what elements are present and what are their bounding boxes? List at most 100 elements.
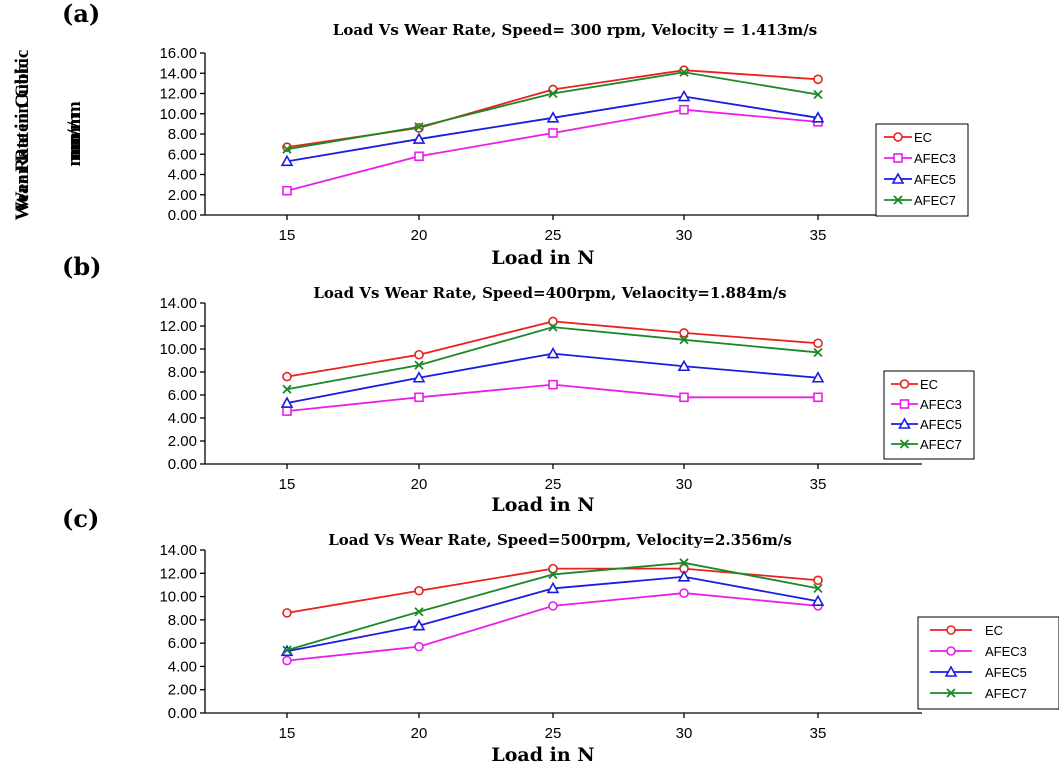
data-point — [811, 594, 825, 607]
y-tick-label: 14.00 — [159, 65, 197, 82]
y-tick-label: 8.00 — [168, 126, 197, 143]
y-tick-label: 10.00 — [159, 589, 197, 606]
legend-label: AFEC5 — [914, 172, 956, 187]
y-tick-label: 0.00 — [168, 705, 197, 722]
data-point — [679, 588, 689, 598]
data-point — [546, 581, 560, 594]
y-tick-label: 10.00 — [159, 341, 197, 358]
panel-label: (b) — [62, 252, 102, 281]
y-tick-label: 2.00 — [168, 187, 197, 204]
series-ec — [282, 563, 823, 618]
legend-label: AFEC7 — [985, 686, 1027, 701]
data-point — [548, 128, 558, 138]
x-tick-label: 30 — [676, 725, 693, 742]
series-afec3 — [282, 379, 823, 416]
data-point — [813, 392, 823, 403]
x-tick-label: 15 — [279, 227, 296, 244]
x-tick-label: 35 — [810, 476, 827, 493]
data-point — [548, 569, 558, 580]
legend-marker — [893, 195, 903, 205]
data-point — [548, 379, 558, 390]
data-point — [282, 406, 292, 416]
data-point — [813, 338, 823, 349]
chart-title: Load Vs Wear Rate, Speed=400rpm, Velaoci… — [313, 284, 786, 302]
legend-label: AFEC3 — [920, 397, 962, 412]
data-point — [679, 328, 689, 338]
x-tick-label: 35 — [810, 725, 827, 742]
y-axis-label: Wear Rate in Cubic mm/ m — [12, 50, 85, 211]
y-axis-label-line-1: Wear Rate in Cubic — [12, 60, 33, 221]
legend-marker — [946, 646, 956, 656]
data-point — [414, 585, 424, 596]
legend-marker — [944, 665, 958, 677]
data-point — [811, 371, 825, 383]
y-tick-label: 6.00 — [168, 146, 197, 163]
legend-label: AFEC7 — [920, 437, 962, 452]
data-point — [548, 563, 558, 574]
data-point — [414, 392, 424, 403]
series-ec — [282, 316, 823, 382]
data-point — [412, 371, 426, 383]
data-point — [282, 645, 292, 655]
data-point — [677, 570, 691, 582]
legend-label: AFEC5 — [920, 417, 962, 432]
data-point — [546, 111, 560, 123]
panel-label: (c) — [62, 504, 99, 533]
legend: EC AFEC3 AFEC5 AFEC7 — [875, 123, 969, 217]
data-point — [282, 371, 292, 382]
legend-marker — [893, 153, 903, 163]
legend-label: AFEC3 — [914, 151, 956, 166]
y-tick-label: 6.00 — [168, 387, 197, 404]
legend: EC AFEC3 AFEC5 AFEC7 — [883, 370, 975, 460]
y-axis-label-line-1: Wear Rate in Cubic — [12, 50, 33, 211]
y-tick-label: 10.00 — [159, 106, 197, 123]
x-tick-label: 15 — [279, 476, 296, 493]
y-tick-label: 6.00 — [168, 635, 197, 652]
y-axis-label-line-2: mm/ m — [64, 101, 85, 159]
data-point — [813, 575, 823, 586]
x-tick-label: 20 — [411, 227, 428, 244]
x-tick-label: 30 — [676, 476, 693, 493]
data-point — [813, 89, 823, 100]
y-axis-label: Wear Rate in Cubic mm/m — [12, 60, 85, 221]
legend-marker — [898, 417, 911, 429]
x-axis-label: Load in N — [491, 494, 594, 516]
data-point — [282, 655, 292, 666]
data-point — [282, 185, 292, 196]
data-point — [679, 67, 689, 77]
y-tick-label: 8.00 — [168, 612, 197, 629]
y-tick-label: 14.00 — [159, 542, 197, 559]
data-point — [280, 154, 294, 167]
data-point — [548, 316, 558, 327]
legend-marker — [899, 439, 910, 449]
panel-label: (a) — [62, 0, 100, 28]
series-afec5 — [280, 570, 825, 657]
x-tick-label: 20 — [411, 725, 428, 742]
legend-label: AFEC3 — [985, 644, 1027, 659]
legend-label: AFEC7 — [914, 193, 956, 208]
y-axis-label-line-2: mm/m — [64, 113, 85, 166]
series-afec5 — [280, 346, 825, 408]
x-tick-label: 25 — [545, 476, 562, 493]
legend-label: EC — [914, 130, 932, 145]
x-tick-label: 25 — [545, 227, 562, 244]
legend-label: EC — [985, 623, 1003, 638]
data-point — [813, 583, 823, 594]
data-point — [282, 144, 292, 154]
data-point — [548, 601, 558, 611]
data-point — [546, 346, 560, 359]
data-point — [414, 641, 424, 652]
data-point — [679, 104, 689, 115]
data-point — [677, 359, 691, 372]
data-point — [677, 89, 691, 102]
data-point — [412, 619, 426, 631]
x-axis-label: Load in N — [491, 744, 594, 766]
x-tick-label: 30 — [676, 227, 693, 244]
chart-panel-1: (a) Load Vs Wear Rate, Speed= 300 rpm, Ve… — [12, 0, 969, 269]
series-afec5 — [280, 89, 825, 167]
legend-label: AFEC5 — [985, 665, 1027, 680]
data-point — [679, 558, 689, 568]
y-tick-label: 0.00 — [168, 456, 197, 473]
series-afec7 — [282, 67, 823, 154]
y-tick-label: 8.00 — [168, 364, 197, 381]
